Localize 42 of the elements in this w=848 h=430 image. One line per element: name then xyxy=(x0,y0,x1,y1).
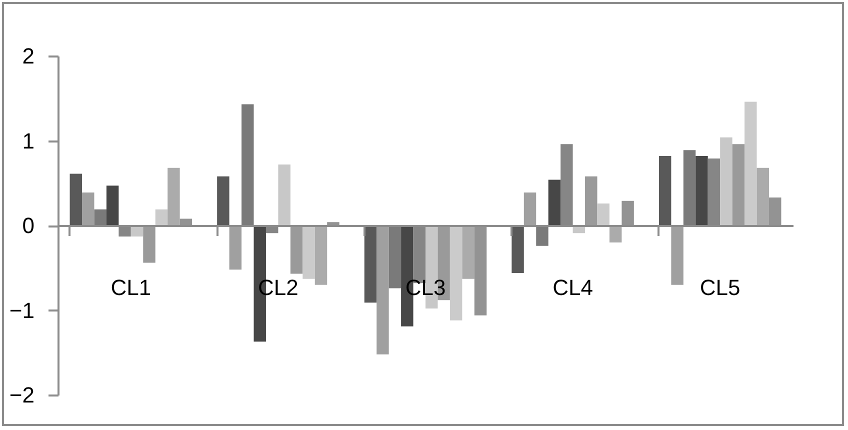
x-tick-label: CL5 xyxy=(700,275,740,300)
bar xyxy=(720,137,732,226)
bar xyxy=(512,226,524,273)
bar xyxy=(70,174,82,226)
bar xyxy=(143,226,156,263)
bar xyxy=(744,102,757,226)
bar xyxy=(106,186,119,226)
bar xyxy=(278,164,290,226)
y-tick-label: 0 xyxy=(22,213,34,238)
bar xyxy=(242,104,254,226)
bar xyxy=(94,209,106,226)
y-tick-label: 2 xyxy=(22,44,34,68)
x-tick-label: CL4 xyxy=(552,275,593,300)
bar xyxy=(524,192,536,226)
bar xyxy=(536,226,548,246)
bar xyxy=(155,209,168,226)
bar xyxy=(364,226,377,303)
bar xyxy=(450,226,462,320)
bar xyxy=(732,144,745,226)
bar xyxy=(290,226,303,274)
bar xyxy=(314,226,328,285)
bar xyxy=(217,176,230,226)
bar xyxy=(302,226,315,279)
bar xyxy=(376,226,389,354)
bar xyxy=(548,180,561,226)
bar xyxy=(168,168,180,226)
x-tick-label: CL1 xyxy=(110,275,152,300)
bar xyxy=(462,226,474,279)
bar xyxy=(388,226,402,288)
bar xyxy=(683,150,696,226)
bar xyxy=(82,192,94,226)
y-tick-label: 1 xyxy=(22,128,34,154)
y-tick-label: −1 xyxy=(9,298,34,323)
bar xyxy=(756,168,769,226)
bar xyxy=(609,226,622,242)
bar xyxy=(597,203,610,226)
bar xyxy=(229,226,242,270)
y-tick-label: −2 xyxy=(9,382,34,408)
bar xyxy=(658,156,672,226)
bar xyxy=(696,156,708,226)
bar xyxy=(585,176,598,226)
bar xyxy=(671,226,684,285)
